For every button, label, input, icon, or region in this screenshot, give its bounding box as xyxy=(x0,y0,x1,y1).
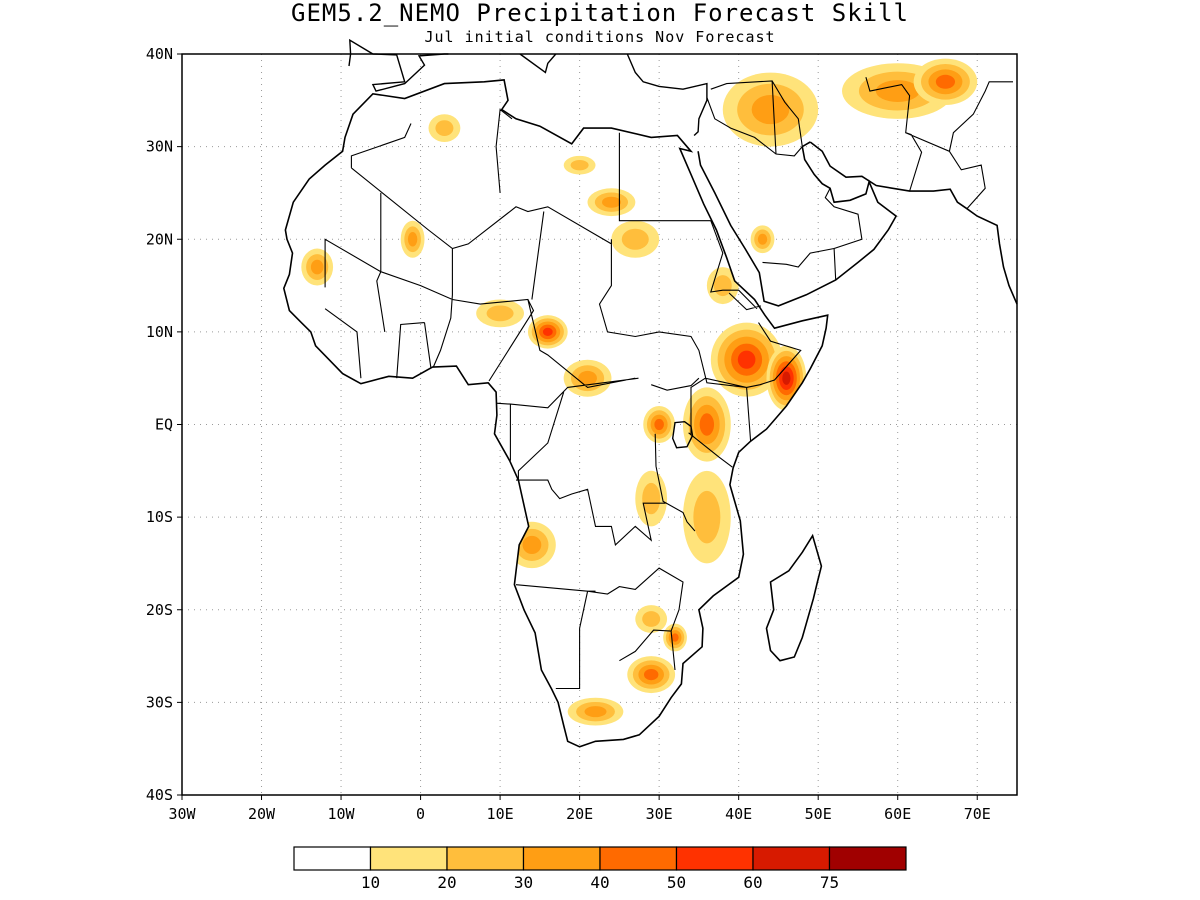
x-tick-label: 20W xyxy=(248,805,276,823)
x-tick-label: 30E xyxy=(646,805,673,823)
colorbar-label: 60 xyxy=(743,873,762,892)
madagascar-coastline xyxy=(765,533,823,662)
colorbar-legend: 10 20 30 40 50 60 75 xyxy=(293,846,907,892)
x-tick-label: 0 xyxy=(416,805,425,823)
skill-contour xyxy=(578,370,597,386)
y-tick-label: 20N xyxy=(146,230,173,248)
x-tick-label: 30W xyxy=(168,805,196,823)
skill-contour xyxy=(757,233,768,245)
colorbar-label: 30 xyxy=(514,873,533,892)
colorbar-label: 20 xyxy=(437,873,456,892)
x-tick-label: 20E xyxy=(566,805,593,823)
arabia-coastline xyxy=(697,141,898,307)
y-tick-label: 40N xyxy=(146,45,173,63)
colorbar-bin xyxy=(293,846,372,871)
skill-contour xyxy=(935,74,956,89)
europe-coastline xyxy=(348,38,708,137)
skill-contour xyxy=(584,706,607,718)
colorbar-bin xyxy=(599,846,678,871)
skill-contour xyxy=(654,418,664,431)
skill-contour xyxy=(643,668,659,681)
colorbar-bin xyxy=(752,846,831,871)
latitude-axis: 40N 30N 20N 10N EQ 10S 20S 30S 40S xyxy=(146,45,182,804)
skill-contour xyxy=(486,305,514,322)
skill-contour xyxy=(699,413,715,436)
skill-contour xyxy=(435,120,454,136)
colorbar-label: 10 xyxy=(361,873,380,892)
skill-contour xyxy=(542,327,553,336)
y-tick-label: 10S xyxy=(146,508,173,526)
skill-contour xyxy=(782,371,791,385)
map-subtitle: Jul initial conditions Nov Forecast xyxy=(424,28,776,46)
skill-contour xyxy=(737,350,756,369)
africa-coastline xyxy=(282,79,829,748)
skill-contour xyxy=(875,80,920,102)
colorbar-bin xyxy=(675,846,754,871)
skill-contour xyxy=(310,259,324,275)
skill-contour xyxy=(407,231,418,247)
y-tick-label: EQ xyxy=(155,416,173,434)
y-tick-label: 10N xyxy=(146,323,173,341)
x-tick-label: 10W xyxy=(328,805,356,823)
skill-contour xyxy=(602,196,621,208)
y-tick-label: 30N xyxy=(146,138,173,156)
x-tick-label: 10E xyxy=(487,805,514,823)
y-tick-label: 40S xyxy=(146,786,173,804)
map-plot-area xyxy=(182,54,1017,795)
longitude-axis: 30W 20W 10W 0 10E 20E 30E 40E 50E 60E 70E xyxy=(168,795,991,823)
colorbar-bin xyxy=(369,846,448,871)
colorbar-bin xyxy=(828,846,907,871)
x-tick-label: 60E xyxy=(884,805,911,823)
skill-contour xyxy=(570,159,589,171)
y-tick-label: 20S xyxy=(146,601,173,619)
asia-coastline xyxy=(809,141,1018,305)
colorbar-bin xyxy=(446,846,525,871)
skill-contour xyxy=(693,490,721,544)
skill-contour xyxy=(713,275,732,297)
x-tick-label: 40E xyxy=(725,805,752,823)
skill-contour xyxy=(522,535,542,555)
skill-contour xyxy=(751,94,790,125)
colorbar-bin xyxy=(522,846,601,871)
x-tick-label: 70E xyxy=(964,805,991,823)
skill-contour xyxy=(621,228,649,250)
lake-victoria xyxy=(671,420,694,449)
skill-contour xyxy=(642,611,661,627)
country-borders xyxy=(324,77,1013,690)
map-title: GEM5.2_NEMO Precipitation Forecast Skill xyxy=(291,0,909,27)
colorbar-label: 75 xyxy=(820,873,839,892)
coastlines xyxy=(282,38,1018,748)
skill-contour xyxy=(671,633,679,642)
colorbar-label: 40 xyxy=(590,873,609,892)
colorbar-label: 50 xyxy=(667,873,686,892)
x-tick-label: 50E xyxy=(805,805,832,823)
y-tick-label: 30S xyxy=(146,693,173,711)
skill-contour xyxy=(642,482,661,515)
